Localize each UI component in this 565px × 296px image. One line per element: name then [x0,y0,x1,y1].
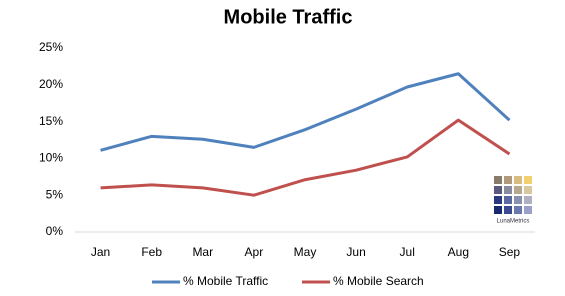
x-tick-label: Apr [245,245,264,259]
y-tick-label: 10% [39,151,63,165]
logo: LunaMetrics [494,176,532,225]
x-tick-label: Sep [499,245,521,259]
x-tick-label: Jun [346,245,365,259]
series-line [100,72,511,152]
series-line [100,118,511,197]
x-tick-label: Aug [448,245,469,259]
x-tick-label: Feb [141,245,162,259]
chart-title: Mobile Traffic [224,6,353,28]
y-tick-label: 15% [39,114,63,128]
x-tick-label: May [294,245,317,259]
y-tick-label: 25% [39,40,63,54]
y-tick-label: 0% [46,224,64,238]
watermark: LunaMetrics [497,219,530,225]
legend-label: % Mobile Search [333,274,424,288]
y-tick-label: 20% [39,77,63,91]
legend-label: % Mobile Traffic [183,274,268,288]
x-tick-label: Mar [192,245,213,259]
x-tick-label: Jul [400,245,415,259]
y-tick-label: 5% [46,187,64,201]
x-tick-label: Jan [91,245,110,259]
